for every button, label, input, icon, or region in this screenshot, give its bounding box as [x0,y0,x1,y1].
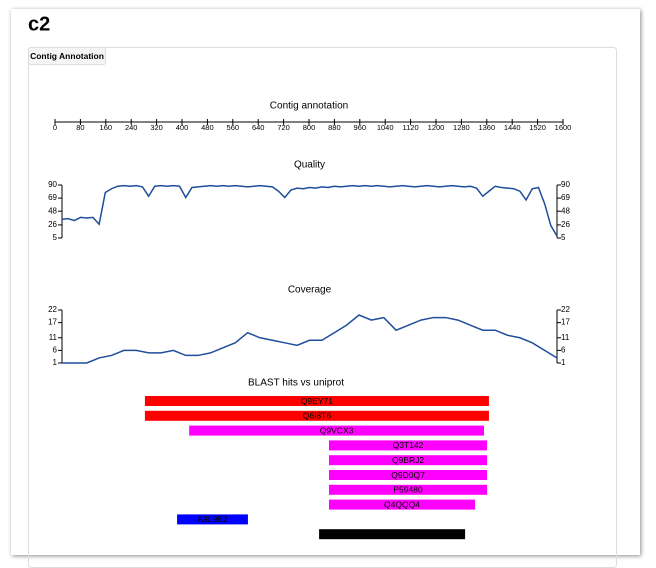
y-tick-label: 69 [48,193,57,202]
x-tick-label: 640 [252,123,265,132]
x-tick-label: 1600 [555,123,572,132]
hit-label: P59480 [393,485,423,495]
y-tick-label: 26 [48,220,57,229]
hit-bar [328,440,488,451]
data-line [61,184,558,237]
hit-bar [328,455,488,466]
hit-bar [328,470,488,480]
y-tick-label: 11 [49,333,58,342]
hit-label: Q9D0Q7 [391,470,425,480]
hit-bar [189,425,484,436]
hit-label: Q4QQQ4 [384,499,420,509]
x-tick-label: 320 [150,123,163,132]
x-tick-label: 240 [125,123,138,132]
hit-label: Q6I8T6 [303,411,332,421]
x-tick-label: 1520 [529,123,546,132]
hit-label: Q9VCX3 [320,425,354,435]
chart-title: BLAST hits vs uniprot [248,378,344,389]
x-tick-label: 80 [76,123,84,132]
y-tick-label: 90 [561,180,570,189]
x-tick-label: 960 [354,123,367,132]
hit-label: Q9BRJ2 [392,455,424,465]
x-tick-label: 1040 [377,123,394,132]
hit-bar [144,396,489,406]
x-tick-label: 1120 [403,123,419,132]
hit-label: Q10275 [377,529,408,539]
y-tick-label: 6 [561,345,566,354]
y-tick-label: 90 [48,180,57,189]
y-tick-label: 22 [561,305,570,314]
x-tick-label: 160 [100,123,113,132]
x-tick-label: 800 [303,123,316,132]
y-tick-label: 17 [561,318,570,327]
hit-bar [177,514,248,525]
y-tick-label: 5 [561,233,566,242]
chart-title: Contig annotation [270,101,348,112]
hit-bar [144,410,489,421]
chart-title: Coverage [288,285,332,296]
x-tick-label: 720 [277,123,290,132]
window [11,9,640,555]
x-tick-label: 1440 [504,123,521,132]
y-tick-label: 26 [561,220,570,229]
hit-bar [328,499,476,510]
hit-label: A9L9E2 [197,514,228,524]
y-tick-label: 69 [561,193,570,202]
y-tick-label: 5 [53,233,58,242]
tab[interactable] [28,47,106,65]
y-tick-label: 1 [53,358,58,367]
x-tick-label: 560 [227,123,240,132]
hit-label: Q3T142 [393,440,424,450]
y-tick-label: 11 [561,333,570,342]
y-tick-label: 1 [561,358,566,367]
y-tick-label: 48 [561,206,570,215]
data-line [62,314,558,364]
y-tick-label: 22 [48,305,57,314]
tab-label[interactable]: Contig Annotation [30,51,104,61]
x-tick-label: 1360 [478,123,495,132]
hit-bar [319,529,466,540]
x-tick-label: 1200 [428,123,445,132]
x-tick-label: 480 [201,123,214,132]
hit-bar [328,484,488,495]
y-tick-label: 6 [53,345,58,354]
y-tick-label: 48 [48,206,57,215]
x-tick-label: 880 [328,123,341,132]
y-tick-label: 17 [48,318,57,327]
chart-title: Quality [294,160,325,171]
page-title: c2 [28,13,50,35]
hit-label: Q9EY71 [301,396,333,406]
x-tick-label: 0 [53,123,57,132]
x-tick-label: 400 [176,123,189,132]
x-tick-label: 1280 [453,123,470,132]
